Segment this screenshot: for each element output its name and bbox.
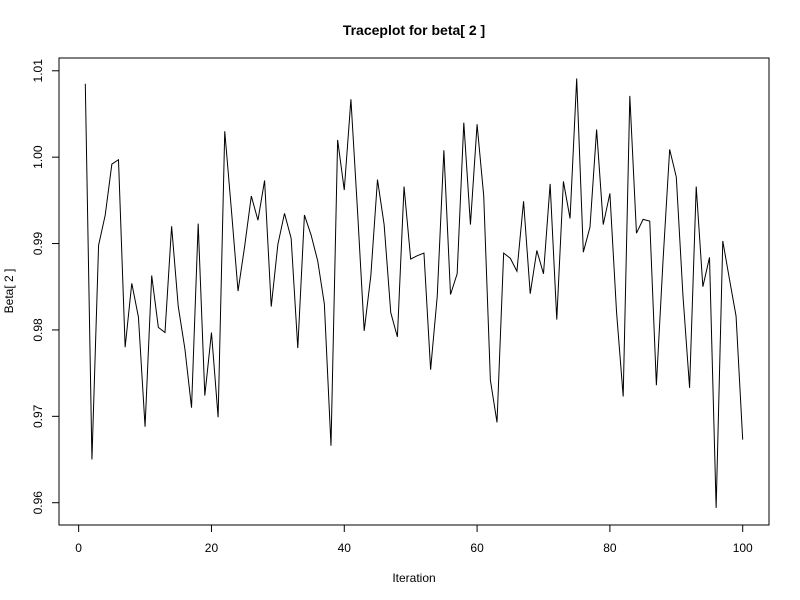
- x-tick-label: 20: [205, 541, 219, 555]
- y-axis: 0.96 0.97 0.98 0.99 1.00 1.01: [31, 59, 60, 515]
- y-axis-label: Beta[ 2 ]: [2, 269, 16, 314]
- x-axis: 0 20 40 60 80 100: [75, 524, 753, 555]
- x-axis-label: Iteration: [392, 571, 435, 585]
- y-tick-label: 1.00: [31, 145, 45, 169]
- x-tick-label: 80: [603, 541, 617, 555]
- x-tick-label: 0: [75, 541, 82, 555]
- x-tick-label: 60: [470, 541, 484, 555]
- trace-line: [84, 78, 744, 508]
- y-tick-label: 1.01: [31, 59, 45, 83]
- y-tick-label: 0.98: [31, 318, 45, 342]
- y-tick-label: 0.99: [31, 232, 45, 256]
- y-tick-label: 0.97: [31, 404, 45, 428]
- plot-frame: [58, 57, 770, 526]
- x-tick-label: 40: [338, 541, 352, 555]
- chart-title: Traceplot for beta[ 2 ]: [343, 22, 485, 38]
- y-tick-label: 0.96: [31, 491, 45, 515]
- x-tick-label: 100: [733, 541, 753, 555]
